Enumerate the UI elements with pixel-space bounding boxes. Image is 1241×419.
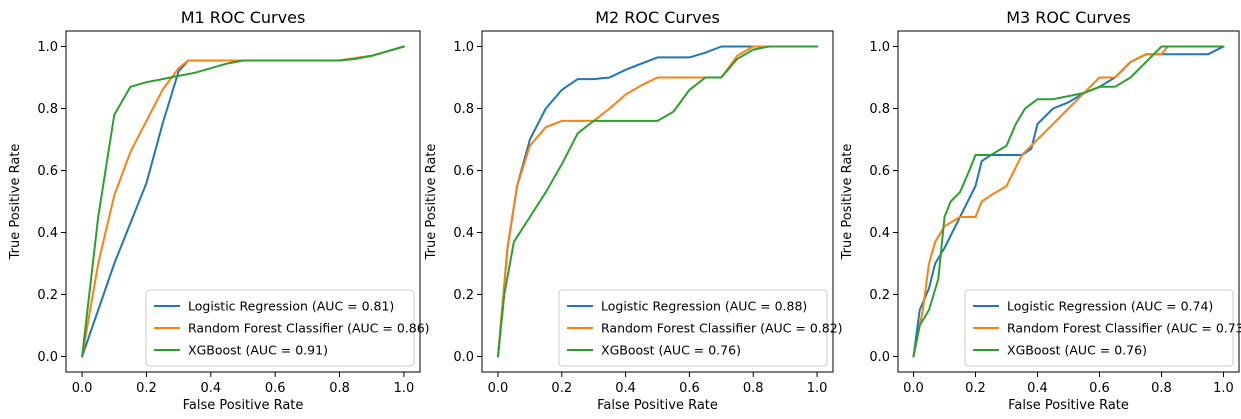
x-tick-label: 1.0 (394, 381, 415, 396)
legend-box (964, 289, 1234, 367)
x-tick-label: 0.2 (551, 381, 572, 396)
legend-label: Logistic Regression (AUC = 0.81) (188, 299, 394, 314)
x-axis-label: False Positive Rate (1008, 398, 1129, 413)
y-tick-label: 0.0 (869, 350, 890, 365)
chart-title: M2 ROC Curves (595, 8, 720, 27)
x-tick-label: 0.0 (72, 381, 93, 396)
legend-box (558, 289, 828, 367)
y-tick-label: 0.2 (37, 288, 58, 303)
y-tick-label: 0.6 (37, 164, 58, 179)
y-tick-label: 1.0 (37, 40, 58, 55)
legend-label: Logistic Regression (AUC = 0.88) (601, 299, 807, 314)
series-line-3 (497, 45, 818, 358)
legend-label: Logistic Regression (AUC = 0.74) (1007, 299, 1213, 314)
legend-label: XGBoost (AUC = 0.91) (188, 343, 328, 358)
y-tick-label: 0.8 (37, 102, 58, 117)
y-tick-label: 0.6 (453, 164, 474, 179)
legend: Logistic Regression (AUC = 0.81) Random F… (145, 289, 430, 367)
series-line-2 (912, 45, 1225, 358)
x-tick-label: 0.0 (488, 381, 509, 396)
x-tick-label: 0.8 (743, 381, 764, 396)
y-axis-label: True Positive Rate (840, 144, 855, 261)
x-tick-label: 0.4 (200, 381, 221, 396)
y-tick-label: 0.8 (453, 102, 474, 117)
x-tick-label: 0.0 (903, 381, 924, 396)
y-tick-label: 0.0 (37, 350, 58, 365)
x-tick-label: 0.6 (1089, 381, 1110, 396)
legend-label: Random Forest Classifier (AUC = 0.73) (1007, 321, 1241, 336)
series-line-3 (912, 45, 1225, 358)
legend: Logistic Regression (AUC = 0.88) Random F… (558, 289, 843, 367)
x-tick-label: 0.8 (329, 381, 350, 396)
chart-panel-3: M3 ROC Curves 0.0 0.2 0.4 0.6 0.8 1.0 0.0 0.2 0.4… (840, 8, 1241, 413)
legend: Logistic Regression (AUC = 0.74) Random F… (964, 289, 1241, 367)
y-tick-label: 1.0 (869, 40, 890, 55)
y-tick-label: 0.2 (453, 288, 474, 303)
y-tick-label: 0.0 (453, 350, 474, 365)
x-tick-label: 1.0 (807, 381, 828, 396)
y-tick-label: 0.8 (869, 102, 890, 117)
plot-frame (897, 30, 1240, 373)
plot-frame (481, 30, 834, 373)
x-tick-label: 1.0 (1213, 381, 1234, 396)
legend-label: Random Forest Classifier (AUC = 0.86) (188, 321, 430, 336)
series-line-2 (497, 45, 818, 358)
y-axis-label: True Positive Rate (8, 144, 23, 261)
chart-panel-1: M1 ROC Curves 0.0 0.2 0.4 0.6 0.8 1.0 0.0 0.2 0.4… (8, 8, 430, 413)
chart-panel-2: M2 ROC Curves 0.0 0.2 0.4 0.6 0.8 1.0 0.0 0.2 0.4… (424, 8, 843, 413)
legend-label: Random Forest Classifier (AUC = 0.82) (601, 321, 843, 336)
x-axis-label: False Positive Rate (183, 398, 304, 413)
y-tick-label: 0.4 (37, 226, 58, 241)
y-tick-label: 1.0 (453, 40, 474, 55)
x-tick-label: 0.6 (679, 381, 700, 396)
y-tick-label: 0.4 (453, 226, 474, 241)
x-tick-label: 0.4 (615, 381, 636, 396)
legend-label: XGBoost (AUC = 0.76) (601, 343, 741, 358)
series-line-3 (81, 45, 405, 358)
y-axis-label: True Positive Rate (424, 144, 439, 261)
chart-title: M3 ROC Curves (1006, 8, 1131, 27)
y-tick-label: 0.6 (869, 164, 890, 179)
x-tick-label: 0.4 (1027, 381, 1048, 396)
legend-box (145, 289, 415, 367)
legend-label: XGBoost (AUC = 0.76) (1007, 343, 1147, 358)
x-tick-label: 0.8 (1151, 381, 1172, 396)
series-line-1 (497, 45, 818, 358)
x-tick-label: 0.6 (265, 381, 286, 396)
y-tick-label: 0.2 (869, 288, 890, 303)
y-tick-label: 0.4 (869, 226, 890, 241)
chart-title: M1 ROC Curves (181, 8, 306, 27)
x-tick-label: 0.2 (136, 381, 157, 396)
plot-frame (65, 30, 421, 373)
x-tick-label: 0.2 (965, 381, 986, 396)
x-axis-label: False Positive Rate (597, 398, 718, 413)
